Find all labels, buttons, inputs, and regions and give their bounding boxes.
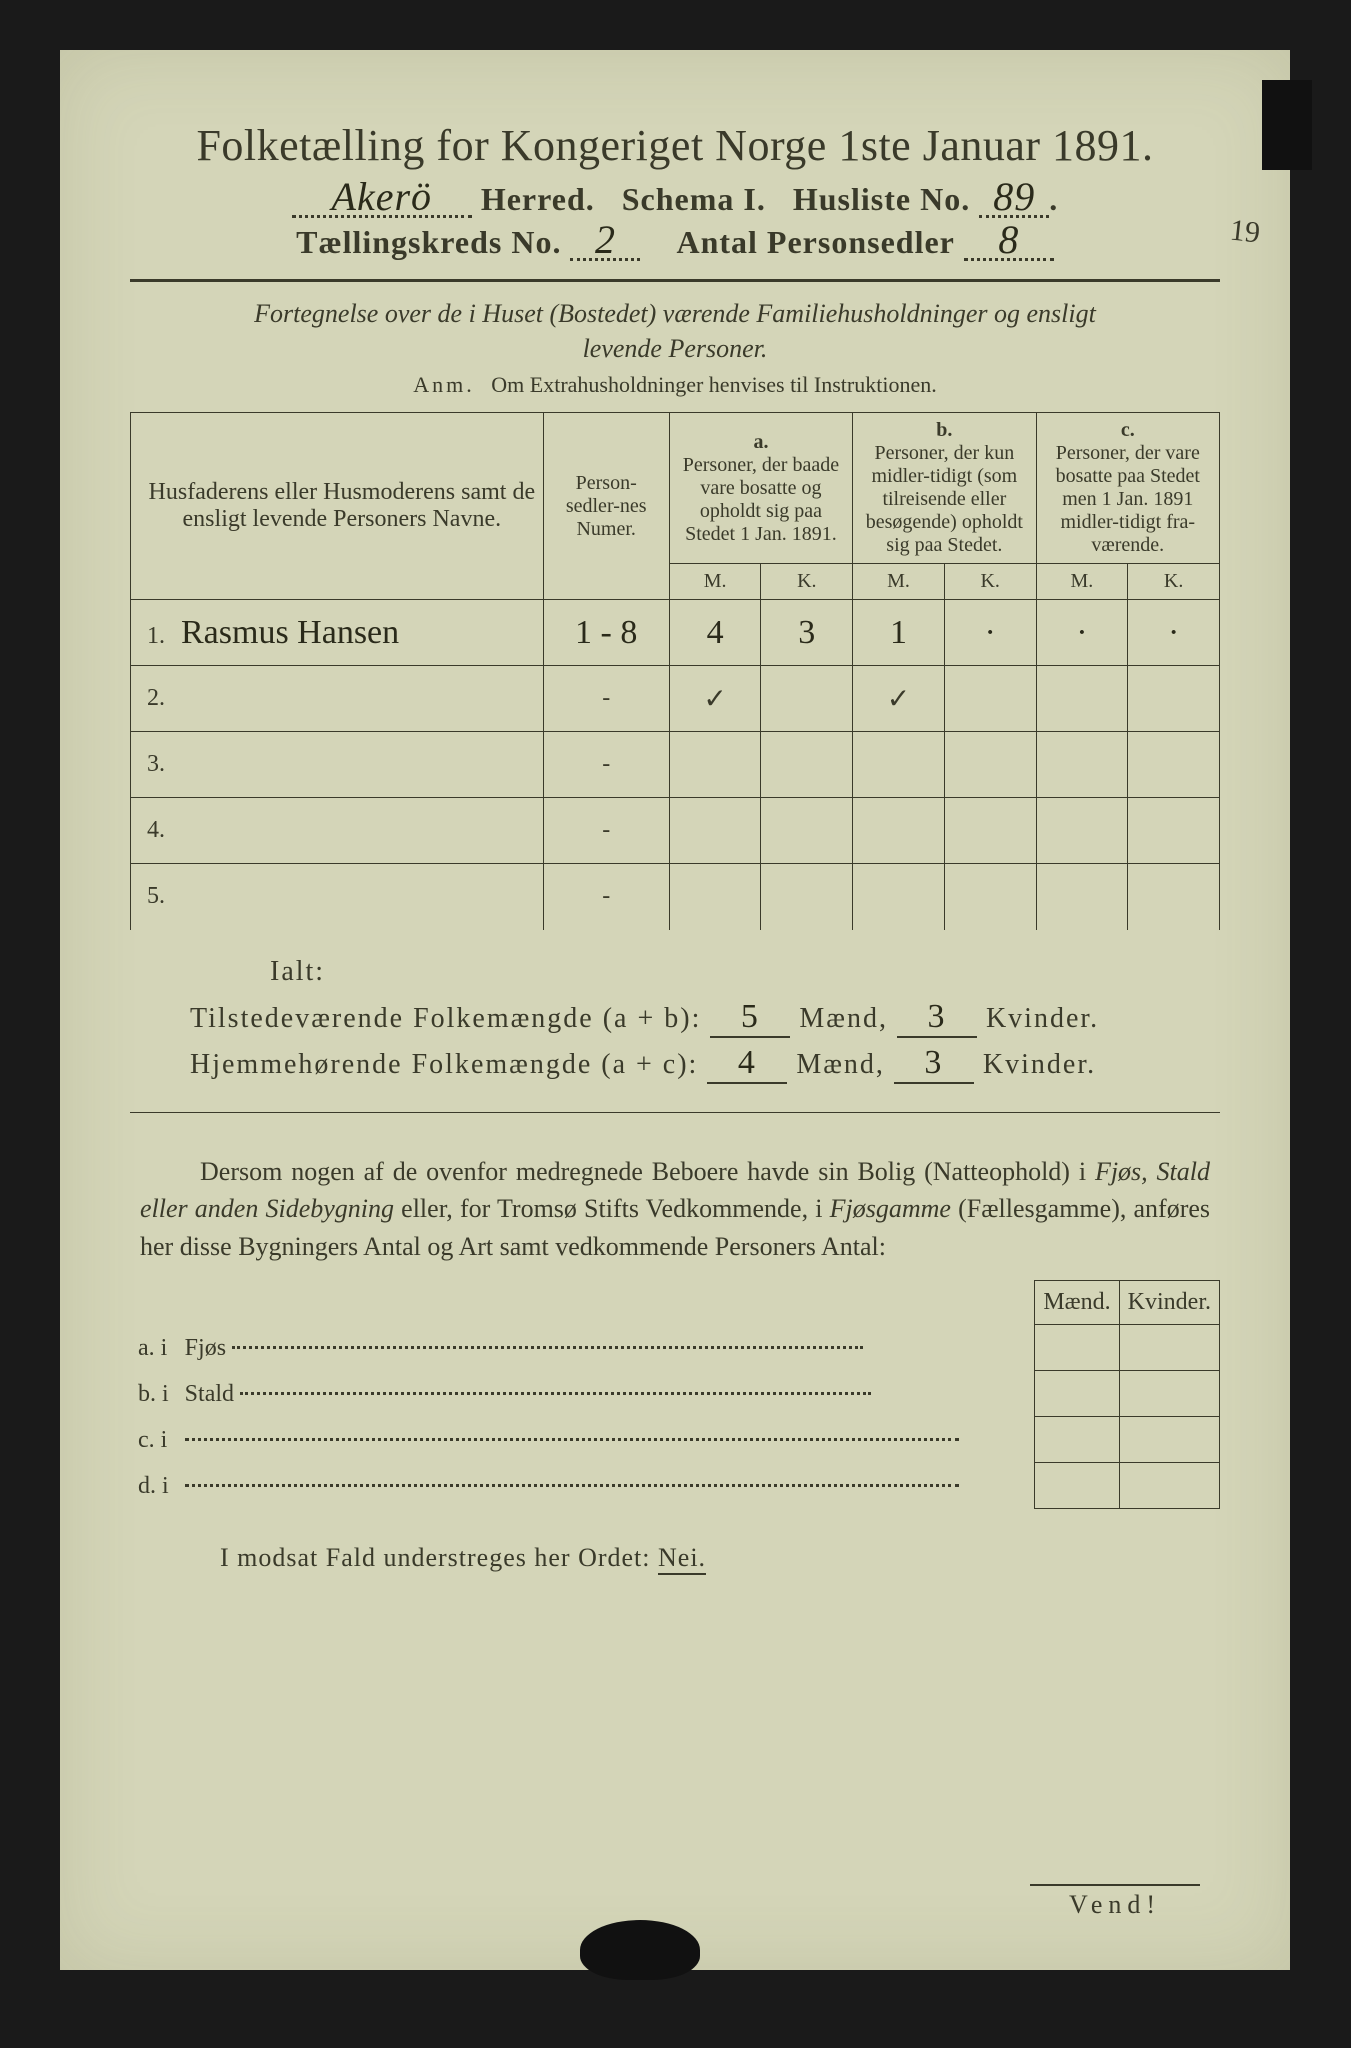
schema-label: Schema I. — [622, 181, 766, 217]
table-row: 2. - ✓ ✓ — [131, 666, 1220, 732]
kreds-label: Tællingskreds No. — [296, 224, 561, 260]
anm-prefix: Anm. — [413, 372, 475, 397]
scan-ink-blot — [580, 1920, 700, 1980]
outbuilding-table: Mænd. Kvinder. a. i Fjøs b. i Stald c. i… — [130, 1280, 1220, 1509]
col-name-header: Husfaderens eller Husmoderens samt de en… — [131, 413, 544, 600]
side-row: c. i — [130, 1416, 1220, 1462]
meta-line-1: Akerö Herred. Schema I. Husliste No. 89. — [130, 179, 1220, 218]
col-b-header: b. Personer, der kun midler-tidigt (som … — [853, 413, 1036, 564]
herred-label: Herred. — [481, 181, 595, 217]
ialt-label: Ialt: — [270, 956, 1220, 988]
col-a-m: M. — [669, 564, 761, 600]
table-row: 1. Rasmus Hansen 1 - 8 4 3 1 · · · — [131, 600, 1220, 666]
turn-page-label: Vend! — [1030, 1884, 1200, 1920]
meta-line-2: Tællingskreds No. 2 Antal Personsedler 8 — [130, 222, 1220, 261]
husliste-value: 89 — [993, 174, 1035, 219]
side-row: b. i Stald — [130, 1370, 1220, 1416]
outbuilding-paragraph: Dersom nogen af de ovenfor medregnede Be… — [140, 1153, 1210, 1266]
subheading-l2: levende Personer. — [583, 334, 768, 363]
col-a-k: K. — [761, 564, 853, 600]
col-c-k: K. — [1128, 564, 1220, 600]
husliste-label: Husliste No. — [793, 181, 970, 217]
side-row: d. i — [130, 1462, 1220, 1508]
margin-annotation: 19 — [1228, 214, 1261, 251]
divider — [130, 279, 1220, 282]
antal-label: Antal Personsedler — [676, 224, 954, 260]
table-row: 5. - — [131, 864, 1220, 930]
col-b-k: K. — [944, 564, 1036, 600]
subheading-l1: Fortegnelse over de i Huset (Bostedet) v… — [254, 299, 1096, 328]
side-row: a. i Fjøs — [130, 1324, 1220, 1370]
scan-edge-artifact — [1262, 80, 1312, 170]
col-c-header: c. Personer, der vare bosatte paa Stedet… — [1036, 413, 1219, 564]
herred-value: Akerö — [332, 174, 433, 219]
col-c-m: M. — [1036, 564, 1128, 600]
side-head-m: Mænd. — [1035, 1280, 1119, 1324]
household-table: Husfaderens eller Husmoderens samt de en… — [130, 412, 1220, 930]
anm-text: Om Extrahusholdninger henvises til Instr… — [491, 372, 936, 397]
table-row: 3. - — [131, 732, 1220, 798]
subheading: Fortegnelse over de i Huset (Bostedet) v… — [130, 296, 1220, 366]
form-title: Folketælling for Kongeriget Norge 1ste J… — [130, 120, 1220, 171]
antal-value: 8 — [998, 217, 1019, 262]
col-a-header: a. Personer, der baade vare bosatte og o… — [669, 413, 852, 564]
row1-name: Rasmus Hansen — [181, 614, 399, 651]
kreds-value: 2 — [595, 217, 616, 262]
divider-thin — [130, 1112, 1220, 1113]
sum-line-resident: Hjemmehørende Folkemængde (a + c): 4 Mæn… — [190, 1044, 1220, 1084]
sum-line-present: Tilstedeværende Folkemængde (a + b): 5 M… — [190, 998, 1220, 1038]
anm-note: Anm. Om Extrahusholdninger henvises til … — [130, 372, 1220, 398]
table-row: 4. - — [131, 798, 1220, 864]
census-form-page: 19 Folketælling for Kongeriget Norge 1st… — [60, 50, 1290, 1970]
nei-line: I modsat Fald understreges her Ordet: Ne… — [220, 1543, 1220, 1573]
side-head-k: Kvinder. — [1119, 1280, 1219, 1324]
table-body: 1. Rasmus Hansen 1 - 8 4 3 1 · · · 2. - … — [131, 600, 1220, 930]
col-b-m: M. — [853, 564, 945, 600]
col-numer-header: Person-sedler-nes Numer. — [543, 413, 669, 600]
